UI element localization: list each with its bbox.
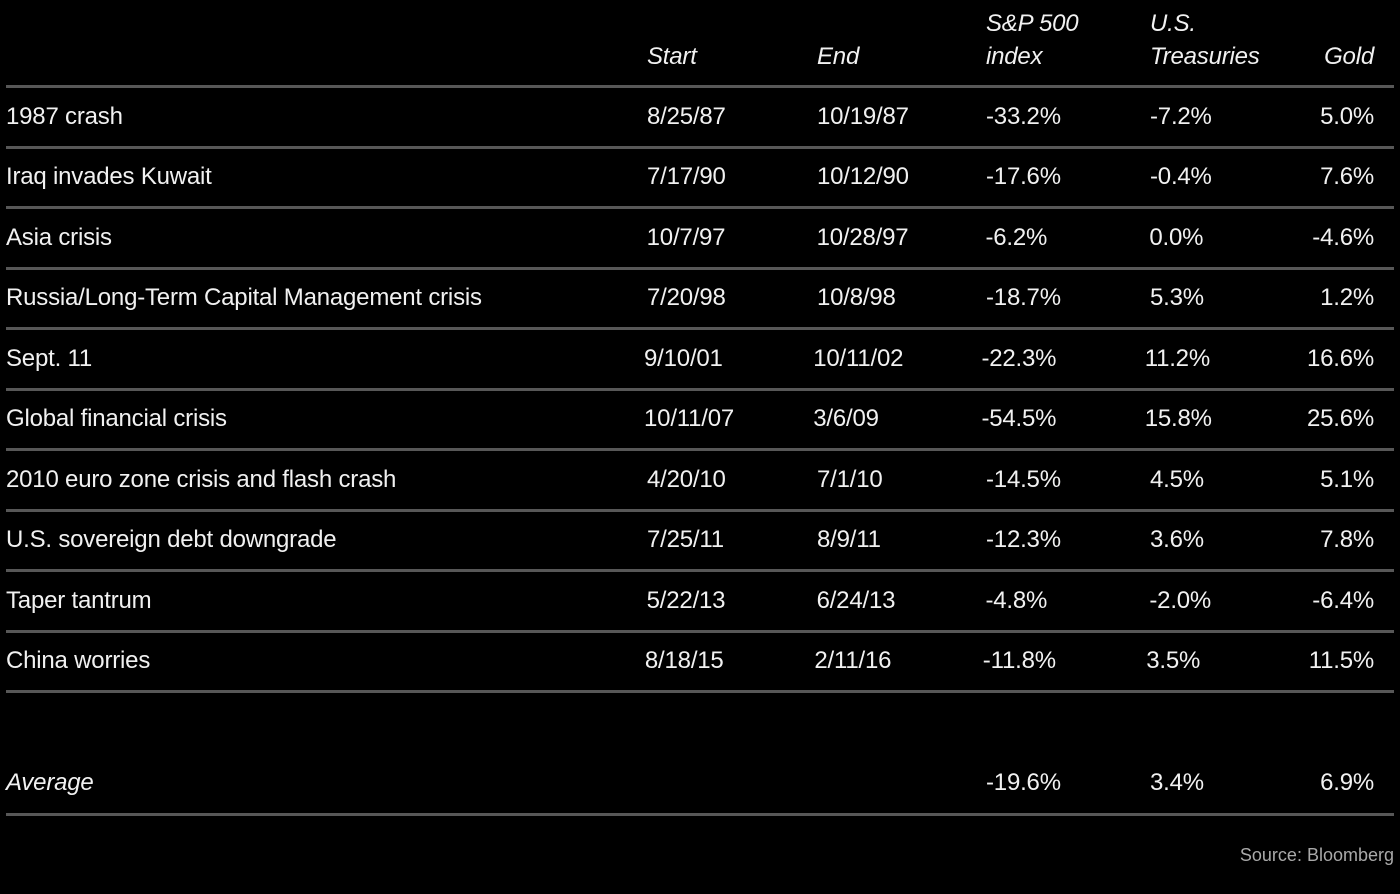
col-header-gold: Gold xyxy=(1313,40,1394,85)
event-cell: China worries xyxy=(6,647,151,675)
average-label: Average xyxy=(6,769,94,796)
treasuries-return-cell: -7.2% xyxy=(1150,102,1212,130)
event-cell: Sept. 11 xyxy=(6,344,93,372)
end-date-cell: 10/11/02 xyxy=(813,344,904,372)
treasuries-return-cell: 11.2% xyxy=(1144,344,1210,372)
start-date-cell: 10/7/97 xyxy=(646,223,726,251)
col-header-treasuries-line2: Treasuries xyxy=(1150,43,1260,70)
treasuries-return-cell: 0.0% xyxy=(1149,223,1204,251)
source-row: Source: Bloomberg xyxy=(6,816,1394,894)
gold-return-cell: 5.1% xyxy=(1320,465,1374,493)
end-date-cell: 10/19/87 xyxy=(817,102,909,130)
treasuries-return-cell: 5.3% xyxy=(1150,284,1204,312)
average-start-empty xyxy=(647,797,817,813)
table-body: 1987 crash 8/25/87 10/19/87 -33.2% -7.2%… xyxy=(6,88,1394,693)
gold-return-cell: 7.6% xyxy=(1320,163,1374,191)
gold-return-cell: 16.6% xyxy=(1306,344,1375,372)
sp500-return-cell: -11.8% xyxy=(982,647,1056,675)
table-row: Asia crisis 10/7/97 10/28/97 -6.2% 0.0% … xyxy=(6,209,1394,270)
gold-return-cell: 25.6% xyxy=(1306,405,1375,433)
treasuries-return-cell: -2.0% xyxy=(1149,586,1212,614)
end-date-cell: 10/8/98 xyxy=(817,284,896,312)
sp500-return-cell: -22.3% xyxy=(981,344,1057,372)
sp500-return-cell: -18.7% xyxy=(986,284,1061,312)
table-row: China worries 8/18/15 2/11/16 -11.8% 3.5… xyxy=(6,633,1394,693)
end-date-cell: 6/24/13 xyxy=(816,586,896,614)
average-gold-value: 6.9% xyxy=(1320,769,1374,796)
gold-return-cell: 1.2% xyxy=(1320,284,1374,312)
gold-return-cell: -4.6% xyxy=(1312,223,1374,251)
table-row: Global financial crisis 10/11/07 3/6/09 … xyxy=(6,391,1394,451)
crisis-returns-table: Start End S&P 500 index U.S. Treasuries … xyxy=(6,0,1394,894)
end-date-cell: 8/9/11 xyxy=(817,526,881,554)
table-row: 1987 crash 8/25/87 10/19/87 -33.2% -7.2%… xyxy=(6,88,1394,149)
col-header-start-label: Start xyxy=(647,43,697,70)
treasuries-return-cell: 15.8% xyxy=(1144,405,1212,433)
event-cell: Global financial crisis xyxy=(6,405,227,433)
sp500-return-cell: -54.5% xyxy=(981,405,1057,433)
start-date-cell: 9/10/01 xyxy=(644,344,723,372)
treasuries-return-cell: 3.6% xyxy=(1150,526,1204,554)
treasuries-return-cell: -0.4% xyxy=(1150,163,1212,191)
end-date-cell: 3/6/09 xyxy=(813,405,879,433)
gold-return-cell: 7.8% xyxy=(1320,526,1374,554)
sp500-return-cell: -33.2% xyxy=(986,102,1061,130)
col-header-sp500-line1: S&P 500 xyxy=(986,10,1079,37)
gold-return-cell: 5.0% xyxy=(1320,102,1374,130)
end-date-cell: 7/1/10 xyxy=(817,465,883,493)
table-header-row: Start End S&P 500 index U.S. Treasuries … xyxy=(6,0,1394,88)
end-date-cell: 2/11/16 xyxy=(814,647,892,675)
event-cell: 2010 euro zone crisis and flash crash xyxy=(6,465,397,493)
average-row: Average -19.6% 3.4% 6.9% xyxy=(6,693,1394,816)
start-date-cell: 8/25/87 xyxy=(647,102,726,130)
event-cell: Russia/Long-Term Capital Management cris… xyxy=(6,284,482,312)
col-header-sp500: S&P 500 index xyxy=(986,7,1150,85)
start-date-cell: 7/17/90 xyxy=(647,163,726,191)
gold-return-cell: 11.5% xyxy=(1308,647,1375,675)
gold-return-cell: -6.4% xyxy=(1312,586,1374,614)
treasuries-return-cell: 3.5% xyxy=(1146,647,1201,675)
start-date-cell: 7/25/11 xyxy=(647,526,724,554)
event-cell: Asia crisis xyxy=(6,223,112,251)
start-date-cell: 7/20/98 xyxy=(647,284,726,312)
table-row: U.S. sovereign debt downgrade 7/25/11 8/… xyxy=(6,512,1394,572)
average-end-empty xyxy=(817,797,986,813)
end-date-cell: 10/12/90 xyxy=(817,163,909,191)
treasuries-return-cell: 4.5% xyxy=(1150,465,1204,493)
col-header-treasuries: U.S. Treasuries xyxy=(1150,7,1313,85)
col-header-sp500-line2: index xyxy=(986,43,1043,70)
event-cell: 1987 crash xyxy=(6,102,123,130)
event-cell: Iraq invades Kuwait xyxy=(6,163,212,191)
start-date-cell: 10/11/07 xyxy=(644,405,735,433)
event-cell: Taper tantrum xyxy=(6,586,152,614)
average-sp500-value: -19.6% xyxy=(986,769,1061,796)
sp500-return-cell: -12.3% xyxy=(986,526,1061,554)
source-attribution: Source: Bloomberg xyxy=(1239,844,1394,865)
start-date-cell: 5/22/13 xyxy=(646,586,726,614)
table-row: Russia/Long-Term Capital Management cris… xyxy=(6,270,1394,330)
table-row: Taper tantrum 5/22/13 6/24/13 -4.8% -2.0… xyxy=(6,572,1394,633)
table-row: Iraq invades Kuwait 7/17/90 10/12/90 -17… xyxy=(6,149,1394,209)
col-header-event xyxy=(6,73,647,85)
col-header-end-label: End xyxy=(817,43,860,70)
col-header-start: Start xyxy=(647,40,817,85)
average-treasuries-value: 3.4% xyxy=(1150,769,1204,796)
sp500-return-cell: -17.6% xyxy=(986,163,1061,191)
sp500-return-cell: -14.5% xyxy=(986,465,1061,493)
end-date-cell: 10/28/97 xyxy=(816,223,909,251)
start-date-cell: 8/18/15 xyxy=(644,647,724,675)
col-header-end: End xyxy=(817,40,986,85)
start-date-cell: 4/20/10 xyxy=(647,465,726,493)
col-header-gold-label: Gold xyxy=(1324,43,1374,70)
table-row: Sept. 11 9/10/01 10/11/02 -22.3% 11.2% 1… xyxy=(6,330,1394,391)
table-row: 2010 euro zone crisis and flash crash 4/… xyxy=(6,451,1394,512)
sp500-return-cell: -4.8% xyxy=(985,586,1048,614)
event-cell: U.S. sovereign debt downgrade xyxy=(6,526,337,554)
col-header-treasuries-line1: U.S. xyxy=(1150,10,1196,37)
sp500-return-cell: -6.2% xyxy=(985,223,1048,251)
